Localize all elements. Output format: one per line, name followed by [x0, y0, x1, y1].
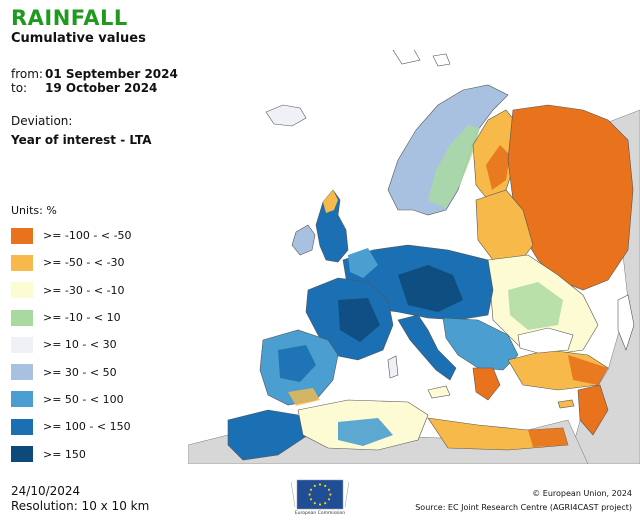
- legend-label: >= 100 - < 150: [43, 420, 131, 434]
- sicily: [427, 385, 451, 399]
- from-label: from:: [11, 67, 43, 81]
- baltic-yellow: [475, 189, 534, 266]
- legend-swatch: [11, 446, 33, 463]
- iberia-south: [288, 388, 320, 406]
- legend-label: >= -30 - < -10: [43, 283, 125, 297]
- issue-date: 24/10/2024: [11, 484, 81, 498]
- legend-swatch: [11, 254, 33, 271]
- turkey-orange: [568, 355, 608, 385]
- to-label: to:: [11, 81, 28, 95]
- legend-label: >= 150: [43, 447, 86, 461]
- legend-item: >= -10 - < 10: [11, 304, 132, 331]
- legend-swatch: [11, 391, 33, 408]
- eu-flag-icon: [287, 477, 353, 511]
- balkans: [442, 317, 519, 371]
- deviation-value: Year of interest - LTA: [11, 133, 152, 147]
- legend-swatch: [11, 227, 33, 244]
- legend-label: >= -100 - < -50: [43, 229, 132, 243]
- ukraine-patches: [508, 282, 563, 330]
- source-credit: Source: EC Joint Research Centre (AGRI4C…: [415, 503, 632, 512]
- iberia-dark: [278, 345, 316, 382]
- legend-units: Units: %: [11, 204, 57, 217]
- italy: [397, 314, 457, 381]
- france-dark: [338, 298, 380, 342]
- legend-label: >= 10 - < 30: [43, 338, 117, 352]
- european-commission-logo: European Commission: [287, 477, 353, 521]
- legend-item: >= 50 - < 100: [11, 386, 132, 413]
- legend-item: >= -100 - < -50: [11, 222, 132, 249]
- sardinia: [387, 355, 399, 379]
- map-svg: [188, 50, 640, 464]
- legend-items: >= -100 - < -50 >= -50 - < -30 >= -30 - < …: [11, 222, 132, 468]
- legend-swatch: [11, 336, 33, 353]
- legend-item: >= -30 - < -10: [11, 277, 132, 304]
- middle-east-orange: [577, 384, 609, 436]
- legend-swatch: [11, 309, 33, 326]
- copyright: © European Union, 2024: [532, 489, 632, 498]
- central-europe-dark: [398, 265, 463, 312]
- benelux-blue: [348, 248, 378, 278]
- greece: [472, 367, 501, 401]
- legend-item: >= 100 - < 150: [11, 413, 132, 440]
- legend-item: >= 150: [11, 440, 132, 467]
- legend: Units: % >= -100 - < -50 >= -50 - < -30 >=…: [11, 204, 132, 468]
- northern-islands: [392, 50, 451, 67]
- sweden-green: [428, 125, 480, 208]
- legend-label: >= 50 - < 100: [43, 392, 124, 406]
- map-subtitle: Cumulative values: [11, 31, 146, 46]
- deviation-label: Deviation:: [11, 114, 73, 128]
- legend-swatch: [11, 282, 33, 299]
- period-info: from: 01 September 2024 to: 19 October 2…: [11, 67, 178, 95]
- resolution: Resolution: 10 x 10 km: [11, 499, 150, 513]
- egypt-orange: [528, 428, 568, 447]
- legend-item: >= 10 - < 30: [11, 331, 132, 358]
- black-sea: [517, 327, 574, 354]
- great-britain: [315, 189, 349, 263]
- caspian-sea: [617, 294, 635, 351]
- legend-label: >= 30 - < 50: [43, 365, 117, 379]
- morocco: [227, 409, 309, 461]
- legend-item: >= -50 - < -30: [11, 249, 132, 276]
- legend-item: >= 30 - < 50: [11, 358, 132, 385]
- legend-label: >= -10 - < 10: [43, 311, 121, 325]
- ireland: [291, 224, 316, 256]
- finland-orange: [486, 145, 510, 190]
- from-date: 01 September 2024: [45, 67, 178, 81]
- to-date: 19 October 2024: [45, 81, 158, 95]
- logo-caption: European Commission: [294, 511, 346, 516]
- legend-swatch: [11, 364, 33, 381]
- cyprus: [557, 399, 575, 409]
- iceland: [265, 104, 307, 127]
- map-title: RAINFALL: [11, 6, 128, 30]
- legend-label: >= -50 - < -30: [43, 256, 125, 270]
- rainfall-map: [188, 50, 640, 464]
- scotland-orange: [323, 190, 338, 213]
- algeria-blue: [338, 418, 393, 446]
- legend-swatch: [11, 418, 33, 435]
